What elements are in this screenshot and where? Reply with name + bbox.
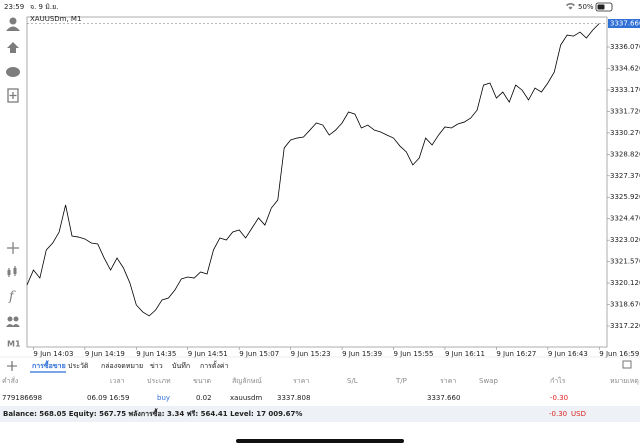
column-header: คำสั่ง [2,376,18,385]
crosshair-icon[interactable] [7,242,19,254]
indicators-icon[interactable]: f [8,290,16,305]
x-tick-label: 9 Jun 16:27 [496,350,536,358]
y-tick-label: 3328.820 [610,150,640,158]
objects-icon-2 [13,316,19,322]
table-cell: xauusdm [230,394,262,402]
x-tick-label: 9 Jun 14:03 [33,350,73,358]
summary-profit: -0.30 [549,410,567,418]
y-tick-label: 3334.620 [610,64,640,72]
summary-currency: USD [571,410,586,418]
y-tick-label: 3321.570 [610,258,640,266]
y-tick-label: 3317.220 [610,322,640,330]
table-cell: -0.30 [550,394,568,402]
account-icon-body[interactable] [6,26,20,32]
toolbar: f M1 [6,17,21,349]
trade-icon[interactable] [7,42,19,53]
y-tick-label: 3318.670 [610,301,640,309]
column-header: หมายเหตุ [610,377,639,385]
x-tick-label: 9 Jun 15:39 [342,350,382,358]
candles-icon[interactable] [7,270,11,275]
objects-icon[interactable] [7,316,13,322]
tab[interactable]: การซื้อขาย [32,359,66,370]
table-cell: buy [157,394,170,402]
summary-bar [0,406,640,422]
x-tick-label: 9 Jun 14:51 [188,350,228,358]
column-header: ขนาด [193,377,211,385]
add-button[interactable] [7,361,17,371]
tab-bar: การซื้อขาย ประวัติ กล่องจดหมาย ข่าว บันทึก กา… [30,359,229,373]
y-tick-label: 3325.920 [610,193,640,201]
summary-text: Balance: 568.05 Equity: 567.75 พลังการซื… [3,407,302,418]
battery-level: 50% [578,3,594,11]
positions-table: คำสั่ง เวลา ประเภท ขนาด สัญลักษณ์ ราคา S/L T/P ร… [2,376,639,402]
column-header: สัญลักษณ์ [232,377,262,385]
candles-icon-2 [13,268,17,274]
battery-fill [597,4,605,10]
table-cell: 3337.660 [427,394,460,402]
y-tick-label: 3336.070 [610,43,640,51]
x-tick-label: 9 Jun 16:11 [445,350,485,358]
status-time: 23:59 [4,3,24,11]
x-tick-label: 9 Jun 14:35 [136,350,176,358]
y-tick-label: 3324.470 [610,215,640,223]
wifi-icon [566,2,575,10]
column-header: Swap [479,377,498,385]
tab[interactable]: กล่องจดหมาย [101,362,143,370]
y-tick-label: 3320.120 [610,279,640,287]
column-header: ราคา [440,377,456,385]
home-indicator [236,439,404,443]
y-tick-label: 3333.170 [610,86,640,94]
current-price-label: 3337.660 [610,20,640,28]
x-tick-label: 9 Jun 15:55 [394,350,434,358]
timeframe-button[interactable]: M1 [7,340,21,349]
chart: 3336.070 3334.620 3333.170 3331.720 3330.270… [26,19,640,358]
chart-title: XAUUSDm, M1 [30,15,81,23]
column-header: เวลา [110,377,125,385]
y-tick-label: 3323.020 [610,236,640,244]
tab[interactable]: การตั้งค่า [200,359,229,370]
table-cell: 779186698 [2,394,42,402]
x-tick-label: 9 Jun 16:43 [548,350,588,358]
table-cell: 3337.808 [277,394,310,402]
price-line [26,23,600,317]
y-tick-label: 3331.720 [610,107,640,115]
column-header: S/L [347,377,358,385]
y-tick-label: 3327.370 [610,172,640,180]
tab[interactable]: บันทึก [172,361,190,370]
account-icon[interactable] [9,17,17,25]
column-header: กำไร [550,376,566,385]
layout-button[interactable] [622,360,632,369]
chat-icon[interactable] [6,67,20,77]
new-order-plus [9,92,17,99]
x-tick-label: 9 Jun 16:59 [599,350,639,358]
objects-icon-body [6,324,20,327]
tab[interactable]: ประวัติ [68,362,89,370]
column-header: T/P [395,377,407,385]
table-cell: 06.09 16:59 [87,394,129,402]
new-order-icon[interactable] [7,88,19,103]
battery-icon [595,2,613,12]
tab[interactable]: ข่าว [150,362,163,370]
current-price-box [608,19,640,29]
x-tick-label: 9 Jun 15:07 [239,350,279,358]
column-header: ราคา [293,377,309,385]
y-tick-label: 3330.270 [610,129,640,137]
table-cell: 0.02 [196,394,212,402]
status-date: จ. 9 มิ.ย. [30,3,58,11]
column-header: ประเภท [147,377,171,385]
chart-frame [26,16,608,348]
x-tick-label: 9 Jun 15:23 [291,350,331,358]
x-tick-label: 9 Jun 14:19 [85,350,125,358]
